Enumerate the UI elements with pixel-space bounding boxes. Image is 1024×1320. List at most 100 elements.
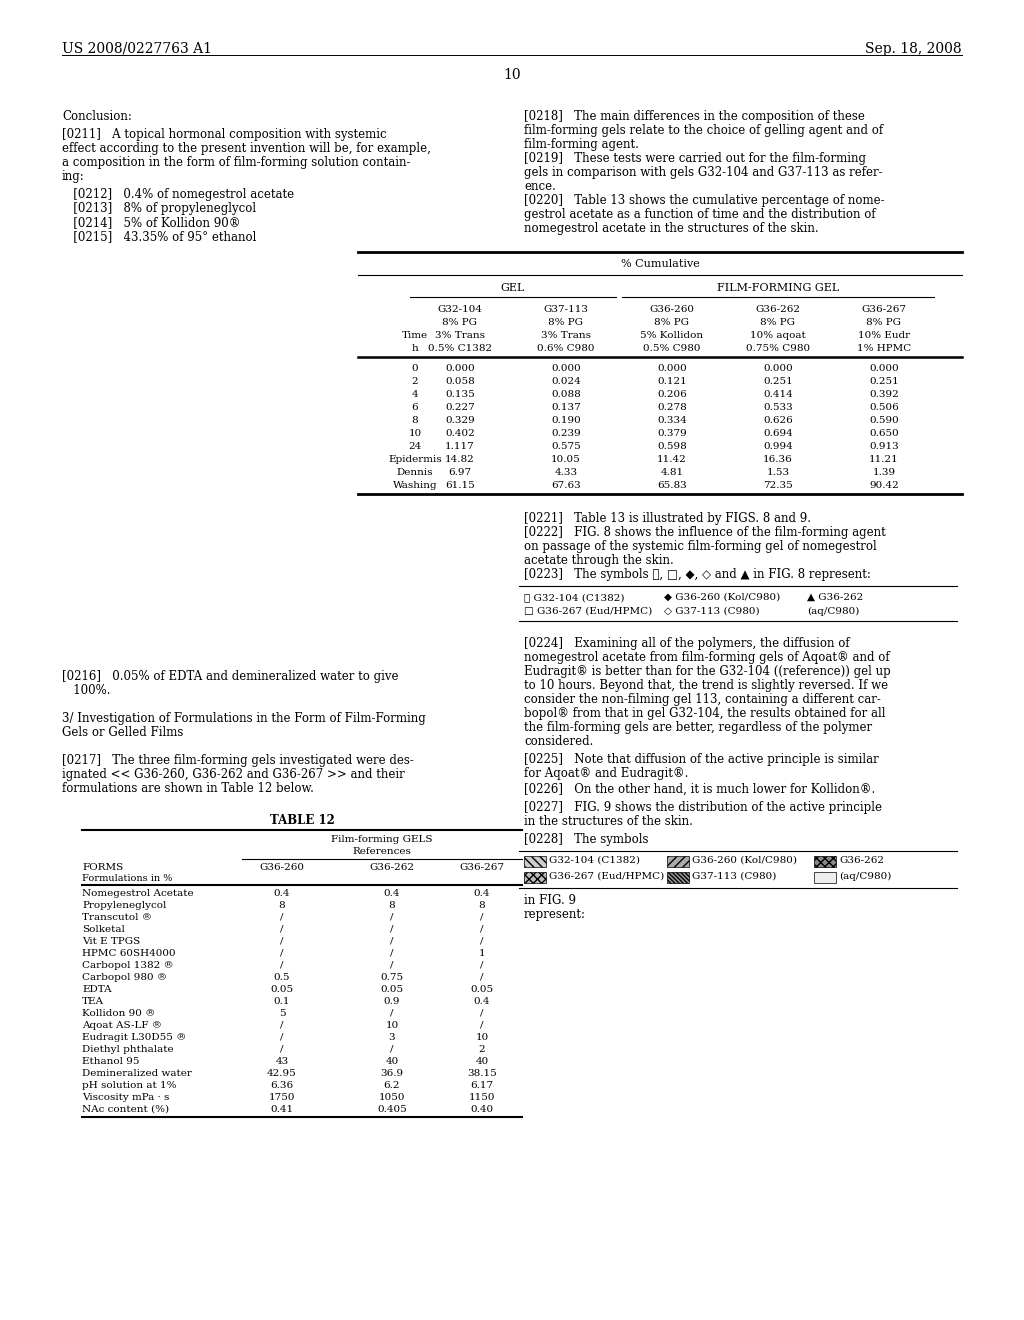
- Text: FILM-FORMING GEL: FILM-FORMING GEL: [717, 282, 839, 293]
- Text: [0214]   5% of Kollidon 90®: [0214] 5% of Kollidon 90®: [62, 216, 241, 228]
- Text: 1: 1: [478, 949, 485, 958]
- Text: [0218]   The main differences in the composition of these: [0218] The main differences in the compo…: [524, 110, 865, 123]
- Text: 0.278: 0.278: [657, 403, 687, 412]
- Text: 10: 10: [409, 429, 422, 438]
- Text: 0.024: 0.024: [551, 378, 581, 385]
- Text: /: /: [480, 1020, 483, 1030]
- Text: Washing: Washing: [392, 480, 437, 490]
- Text: 0.694: 0.694: [763, 429, 793, 438]
- Text: /: /: [480, 973, 483, 982]
- Text: 10: 10: [503, 69, 521, 82]
- Text: 0.590: 0.590: [869, 416, 899, 425]
- Text: represent:: represent:: [524, 908, 586, 921]
- Text: 0.4: 0.4: [474, 997, 490, 1006]
- Text: ◆ G36-260 (Kol/C980): ◆ G36-260 (Kol/C980): [664, 593, 780, 602]
- Text: 42.95: 42.95: [267, 1069, 297, 1078]
- Text: 0.227: 0.227: [445, 403, 475, 412]
- Bar: [814, 873, 836, 883]
- Text: 10: 10: [475, 1034, 488, 1041]
- Text: bopol® from that in gel G32-104, the results obtained for all: bopol® from that in gel G32-104, the res…: [524, 708, 886, 719]
- Text: 0.533: 0.533: [763, 403, 793, 412]
- Text: 11.42: 11.42: [657, 455, 687, 465]
- Text: 0.135: 0.135: [445, 389, 475, 399]
- Text: 0.1: 0.1: [273, 997, 290, 1006]
- Text: 5: 5: [279, 1008, 286, 1018]
- Text: [0225]   Note that diffusion of the active principle is similar: [0225] Note that diffusion of the active…: [524, 752, 879, 766]
- Text: 24: 24: [409, 442, 422, 451]
- Text: 0.41: 0.41: [270, 1105, 294, 1114]
- Text: 0.000: 0.000: [657, 364, 687, 374]
- Text: 10% aqoat: 10% aqoat: [751, 331, 806, 341]
- Text: 40: 40: [385, 1057, 398, 1067]
- Text: [0226]   On the other hand, it is much lower for Kollidon®.: [0226] On the other hand, it is much low…: [524, 783, 876, 796]
- Text: 38.15: 38.15: [467, 1069, 497, 1078]
- Text: 0.598: 0.598: [657, 442, 687, 451]
- Text: /: /: [281, 1034, 284, 1041]
- Text: 61.15: 61.15: [445, 480, 475, 490]
- Bar: [524, 855, 546, 867]
- Text: in FIG. 9: in FIG. 9: [524, 894, 575, 907]
- Text: 8% PG: 8% PG: [761, 318, 796, 327]
- Text: G32-104 (C1382): G32-104 (C1382): [549, 855, 640, 865]
- Text: Carbopol 980 ®: Carbopol 980 ®: [82, 973, 167, 982]
- Text: nomegestrol acetate in the structures of the skin.: nomegestrol acetate in the structures of…: [524, 222, 818, 235]
- Text: [0219]   These tests were carried out for the film-forming: [0219] These tests were carried out for …: [524, 152, 866, 165]
- Text: 1.117: 1.117: [445, 442, 475, 451]
- Text: 8: 8: [478, 902, 485, 909]
- Text: 0.251: 0.251: [869, 378, 899, 385]
- Text: /: /: [390, 1008, 394, 1018]
- Text: 10% Eudr: 10% Eudr: [858, 331, 910, 341]
- Text: 3: 3: [389, 1034, 395, 1041]
- Text: h: h: [412, 345, 419, 352]
- Text: [0220]   Table 13 shows the cumulative percentage of nome-: [0220] Table 13 shows the cumulative per…: [524, 194, 885, 207]
- Text: TEA: TEA: [82, 997, 104, 1006]
- Text: 8: 8: [279, 902, 286, 909]
- Text: Sep. 18, 2008: Sep. 18, 2008: [865, 42, 962, 55]
- Text: [0223]   The symbols ★, □, ◆, ◇ and ▲ in FIG. 8 represent:: [0223] The symbols ★, □, ◆, ◇ and ▲ in F…: [524, 568, 870, 581]
- Text: 0.000: 0.000: [763, 364, 793, 374]
- Text: US 2008/0227763 A1: US 2008/0227763 A1: [62, 42, 212, 55]
- Text: 3/ Investigation of Formulations in the Form of Film-Forming: 3/ Investigation of Formulations in the …: [62, 711, 426, 725]
- Text: ◇ G37-113 (C980): ◇ G37-113 (C980): [664, 607, 760, 616]
- Text: 4.33: 4.33: [554, 469, 578, 477]
- Text: nomegestrol acetate from film-forming gels of Aqoat® and of: nomegestrol acetate from film-forming ge…: [524, 651, 890, 664]
- Text: G36-262: G36-262: [839, 855, 884, 865]
- Text: 90.42: 90.42: [869, 480, 899, 490]
- Text: (aq/C980): (aq/C980): [839, 873, 891, 882]
- Text: Gels or Gelled Films: Gels or Gelled Films: [62, 726, 183, 739]
- Text: ▲ G36-262: ▲ G36-262: [807, 593, 863, 602]
- Text: /: /: [281, 913, 284, 921]
- Text: /: /: [480, 925, 483, 935]
- Text: gels in comparison with gels G32-104 and G37-113 as refer-: gels in comparison with gels G32-104 and…: [524, 166, 883, 180]
- Text: [0215]   43.35% of 95° ethanol: [0215] 43.35% of 95° ethanol: [62, 230, 256, 243]
- Text: 3% Trans: 3% Trans: [541, 331, 591, 341]
- Text: 43: 43: [275, 1057, 289, 1067]
- Text: a composition in the form of film-forming solution contain-: a composition in the form of film-formin…: [62, 156, 411, 169]
- Text: [0211]   A topical hormonal composition with systemic: [0211] A topical hormonal composition wi…: [62, 128, 387, 141]
- Text: 0.75: 0.75: [381, 973, 403, 982]
- Text: 0.05: 0.05: [381, 985, 403, 994]
- Text: /: /: [480, 937, 483, 946]
- Text: 0.6% C980: 0.6% C980: [538, 345, 595, 352]
- Text: Diethyl phthalate: Diethyl phthalate: [82, 1045, 174, 1053]
- Text: % Cumulative: % Cumulative: [621, 259, 699, 269]
- Text: Solketal: Solketal: [82, 925, 125, 935]
- Text: 0.5: 0.5: [273, 973, 290, 982]
- Text: EDTA: EDTA: [82, 985, 112, 994]
- Text: Transcutol ®: Transcutol ®: [82, 913, 152, 921]
- Text: 16.36: 16.36: [763, 455, 793, 465]
- Text: [0216]   0.05% of EDTA and demineralized water to give: [0216] 0.05% of EDTA and demineralized w…: [62, 671, 398, 682]
- Text: 0.000: 0.000: [869, 364, 899, 374]
- Text: the film-forming gels are better, regardless of the polymer: the film-forming gels are better, regard…: [524, 721, 872, 734]
- Text: 0.4: 0.4: [474, 888, 490, 898]
- Text: FORMS: FORMS: [82, 863, 123, 873]
- Text: /: /: [390, 913, 394, 921]
- Text: 3% Trans: 3% Trans: [435, 331, 485, 341]
- Text: 0.650: 0.650: [869, 429, 899, 438]
- Text: G36-260 (Kol/C980): G36-260 (Kol/C980): [692, 855, 797, 865]
- Text: 0.402: 0.402: [445, 429, 475, 438]
- Text: 1150: 1150: [469, 1093, 496, 1102]
- Text: 2: 2: [412, 378, 419, 385]
- Text: [0227]   FIG. 9 shows the distribution of the active principle: [0227] FIG. 9 shows the distribution of …: [524, 801, 882, 814]
- Text: /: /: [390, 961, 394, 970]
